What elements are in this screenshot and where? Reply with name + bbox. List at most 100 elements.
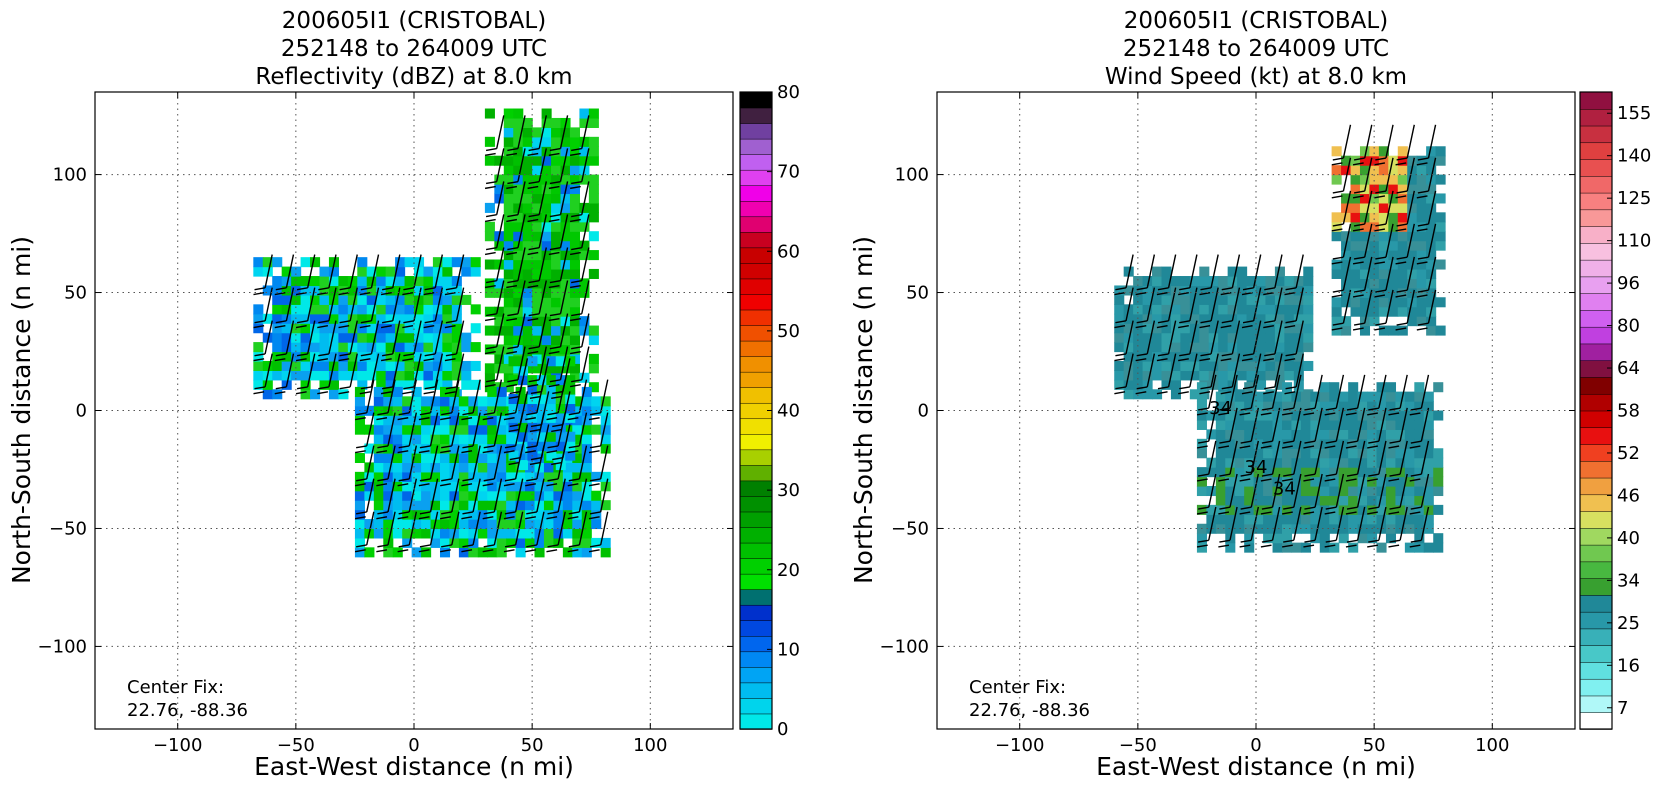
data-cell xyxy=(1426,297,1437,308)
data-cell xyxy=(551,184,562,195)
data-cell xyxy=(562,471,573,482)
barb-flag xyxy=(1196,412,1208,416)
data-cell xyxy=(1319,401,1330,412)
data-cell xyxy=(1303,342,1314,353)
barb-flag xyxy=(1136,287,1148,291)
data-cell xyxy=(1414,429,1425,440)
data-cell xyxy=(562,490,573,501)
barb-staff xyxy=(1229,407,1238,442)
data-cell xyxy=(560,268,571,279)
barb-flag xyxy=(567,549,579,553)
wind-barb xyxy=(1409,506,1430,548)
colorbar-tick-label: 52 xyxy=(1617,443,1640,464)
data-cell xyxy=(1303,323,1314,334)
barb-flag xyxy=(1345,445,1357,449)
wind-barb xyxy=(569,115,590,157)
barb-flag xyxy=(485,379,497,383)
barb-flag xyxy=(1416,294,1428,298)
barb-flag xyxy=(1179,287,1190,291)
data-cell xyxy=(468,396,479,407)
data-cell xyxy=(1435,193,1446,204)
y-tick-label: 100 xyxy=(53,165,87,186)
data-cell xyxy=(310,323,321,334)
data-cell xyxy=(588,250,599,261)
data-cell xyxy=(543,462,555,473)
barb-staff xyxy=(557,478,566,513)
colorbar-segment xyxy=(1579,410,1613,429)
barb-flag xyxy=(1353,289,1365,293)
barb-flag xyxy=(508,461,520,466)
data-cell xyxy=(581,490,592,501)
data-cell xyxy=(300,304,311,315)
data-cell xyxy=(543,471,555,482)
data-cell xyxy=(551,212,562,223)
data-cell xyxy=(1274,351,1285,362)
barb-flag xyxy=(360,320,372,324)
data-cell xyxy=(1293,323,1304,334)
data-cell xyxy=(439,396,451,407)
data-cell xyxy=(565,431,576,442)
data-cell xyxy=(522,193,533,204)
data-cell xyxy=(1237,285,1248,296)
barb-staff xyxy=(349,254,358,288)
data-cell xyxy=(1416,231,1427,242)
data-cell xyxy=(458,481,469,492)
wind-barb xyxy=(380,287,401,329)
data-cell xyxy=(569,297,581,308)
data-cell xyxy=(373,415,384,426)
barb-flag xyxy=(1388,412,1400,416)
barb-flag xyxy=(377,412,389,416)
barb-staff xyxy=(581,115,590,149)
data-cell xyxy=(1142,360,1153,371)
data-cell xyxy=(414,285,425,296)
colorbar-tick-label: 25 xyxy=(1617,613,1640,634)
data-cell xyxy=(1291,495,1302,506)
barb-flag xyxy=(1135,292,1147,296)
data-cell xyxy=(1404,429,1415,440)
data-cell xyxy=(1378,155,1389,166)
barb-flag xyxy=(1417,289,1429,293)
data-cell xyxy=(272,351,283,362)
data-cell xyxy=(357,304,368,315)
data-cell xyxy=(1281,401,1293,412)
colorbar-tick-label: 0 xyxy=(777,719,788,740)
wind-barb xyxy=(1409,440,1430,482)
barb-staff xyxy=(581,280,590,314)
data-cell xyxy=(1395,457,1406,468)
data-cell xyxy=(392,500,403,511)
data-cell xyxy=(1225,523,1236,534)
data-cell xyxy=(1265,351,1276,362)
data-cell xyxy=(1423,485,1434,497)
colorbar-segment xyxy=(1579,695,1613,713)
wind-barb xyxy=(527,247,547,289)
barb-staff xyxy=(366,445,375,480)
barb-flag xyxy=(274,358,286,362)
barb-flag xyxy=(507,247,519,251)
data-cell xyxy=(1348,467,1359,478)
wind-barb xyxy=(548,313,569,355)
barb-flag xyxy=(1157,353,1169,357)
data-cell xyxy=(517,460,529,471)
data-cell xyxy=(262,257,273,268)
wind-barb xyxy=(1331,190,1352,232)
barb-staff xyxy=(370,254,380,288)
barb-staff xyxy=(1189,353,1198,388)
data-cell xyxy=(536,403,547,414)
data-cell xyxy=(1350,231,1361,242)
data-cell xyxy=(553,481,564,492)
wind-barb xyxy=(508,424,529,466)
data-cell xyxy=(541,165,552,176)
data-cell xyxy=(1331,231,1342,242)
barb-flag xyxy=(1198,440,1209,444)
data-cell xyxy=(487,452,498,464)
barb-flag xyxy=(1325,506,1337,510)
data-cell xyxy=(1265,304,1276,315)
data-cell xyxy=(423,285,434,296)
colorbar-tick-label: 7 xyxy=(1617,698,1628,719)
data-cell xyxy=(517,412,529,423)
barb-flag xyxy=(483,478,495,482)
data-cell xyxy=(579,221,590,232)
data-cell xyxy=(432,351,443,362)
barb-flag xyxy=(1368,539,1379,543)
